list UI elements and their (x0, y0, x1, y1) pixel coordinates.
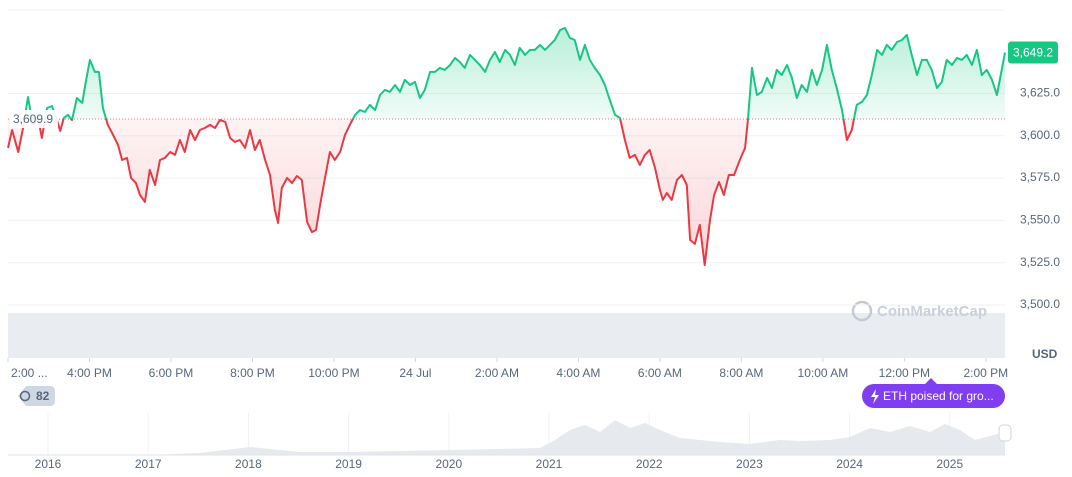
x-tick-label: 2:00 ... (11, 366, 48, 380)
y-tick-label: 3,500.0 (1020, 297, 1060, 311)
watermark-text: CoinMarketCap (877, 303, 987, 320)
price-line (7, 26, 1006, 267)
x-tick-label: 8:00 PM (230, 366, 275, 380)
navigator-year: 2018 (235, 457, 262, 471)
y-tick-label: 3,525.0 (1020, 255, 1060, 269)
x-tick-label: 6:00 PM (149, 366, 194, 380)
navigator-handle[interactable] (998, 424, 1012, 442)
x-tick-label: 12:00 PM (879, 366, 930, 380)
baseline-label-bg (10, 109, 58, 128)
price-tag (1008, 41, 1058, 64)
currency-label: USD (1032, 347, 1058, 361)
navigator-year: 2017 (135, 457, 162, 471)
news-pill[interactable]: ETH poised for gro... (862, 378, 1005, 408)
y-tick-label: 3,600.0 (1020, 128, 1060, 142)
x-tick-label: 4:00 AM (556, 366, 600, 380)
navigator-year: 2025 (936, 457, 963, 471)
x-tick-label: 10:00 AM (798, 366, 849, 380)
navigator-area (8, 420, 1005, 455)
x-tick-label: 10:00 PM (308, 366, 359, 380)
x-tick-label: 24 Jul (399, 366, 431, 380)
navigator-year: 2019 (335, 457, 362, 471)
watermark: CoinMarketCap (851, 300, 987, 322)
price-area (8, 27, 1005, 266)
x-tick-label: 2:00 AM (475, 366, 519, 380)
navigator[interactable]: 2016 2017 2018 2019 2020 2021 2022 2023 2024 2025 (8, 413, 1012, 471)
badge-count: 82 (36, 389, 50, 403)
y-tick-label: 3,550.0 (1020, 213, 1060, 227)
x-tick-label: 2:00 PM (963, 366, 1008, 380)
badge[interactable]: 82 (18, 386, 55, 406)
navigator-year: 2021 (536, 457, 563, 471)
navigator-year: 2022 (636, 457, 663, 471)
navigator-year: 2020 (435, 457, 462, 471)
navigator-year: 2016 (35, 457, 62, 471)
news-text: ETH poised for gro... (883, 389, 994, 403)
price-tag-label: 3,649.2 (1013, 46, 1053, 60)
volume-band (8, 313, 1005, 358)
navigator-year: 2024 (836, 457, 863, 471)
x-tick-label: 4:00 PM (67, 366, 112, 380)
navigator-year: 2023 (736, 457, 763, 471)
baseline-label: 3,609.9 (13, 112, 53, 126)
x-tick-label: 6:00 AM (638, 366, 682, 380)
y-tick-label: 3,575.0 (1020, 170, 1060, 184)
x-tick-label: 8:00 AM (719, 366, 763, 380)
y-tick-label: 3,625.0 (1020, 86, 1060, 100)
